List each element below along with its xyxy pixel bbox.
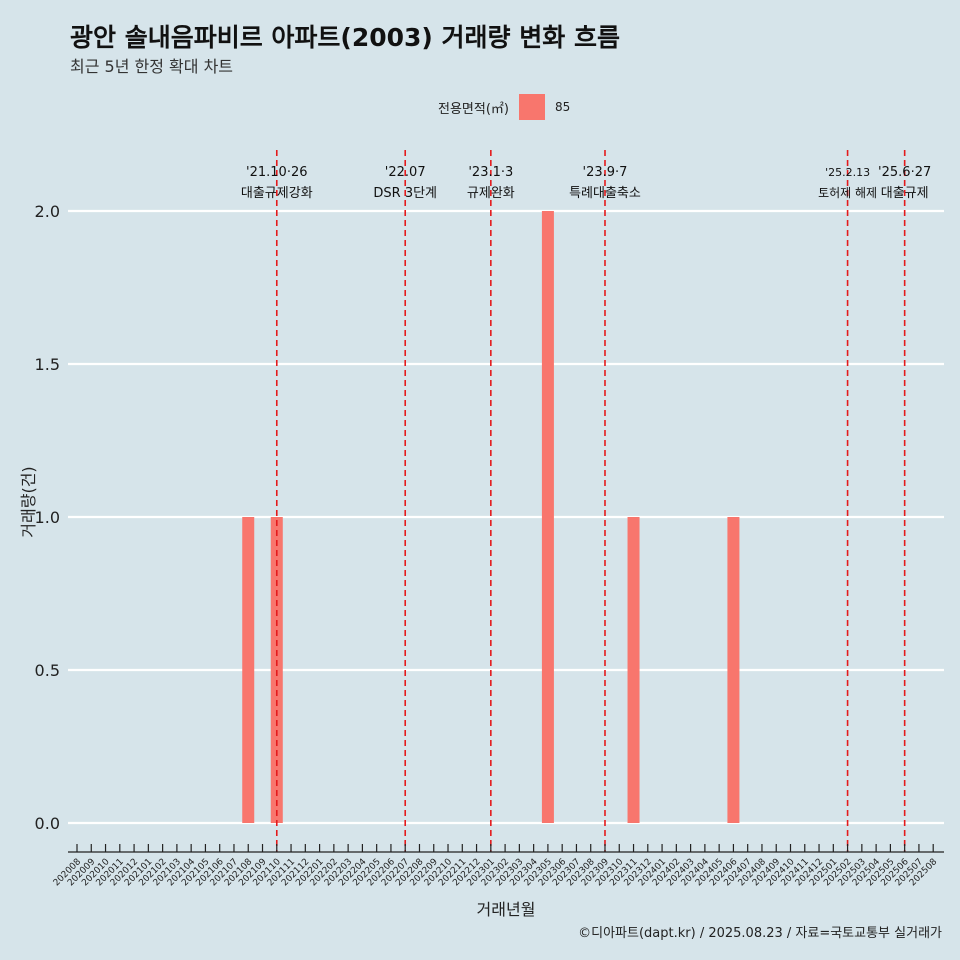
annotation-date: '22.07 [385,165,426,180]
bar-202311 [627,517,640,823]
annotation-date: '25.6·27 [878,165,931,180]
source-caption: ©디아파트(dapt.kr) / 2025.08.23 / 자료=국토교통부 실… [578,926,942,941]
x-axis-label: 거래년월 [477,900,536,919]
x-axis: 2020082020092020102020112020122021012021… [52,844,944,888]
legend-swatch-85 [518,94,545,120]
legend: 전용면적(㎡) 85 [438,94,570,120]
bars [242,211,740,823]
gridlines [68,209,944,825]
chart-title: 광안 솔내음파비르 아파트(2003) 거래량 변화 흐름 [70,23,620,52]
legend-label-85: 85 [554,100,571,114]
annotation-label: 토허제 해제 [818,186,877,200]
annotation-date: '23.1·3 [468,165,513,180]
annotation-lines [275,150,906,852]
annotation-date: '23.9·7 [583,165,628,180]
annotation-label: 대출규제 [881,186,929,201]
y-axis-ticks: 0.0 0.5 1.0 1.5 2.0 [35,202,60,833]
annotation-label: 대출규제강화 [241,186,313,201]
y-tick-label: 1.0 [35,508,60,527]
annotation-labels: '21.10·26 대출규제강화 '22.07 DSR 3단계 '23.1·3 규제완화 '… [241,165,931,201]
y-tick-label: 2.0 [35,202,60,221]
legend-title: 전용면적(㎡) [438,101,509,117]
y-tick-label: 1.5 [35,355,60,374]
annotation-label: 특례대출축소 [569,186,641,201]
annotation-date: '21.10·26 [246,165,307,180]
annotation-label: DSR 3단계 [373,186,437,201]
bar-202406 [727,517,740,823]
bar-202305 [541,211,554,823]
annotation-label: 규제완화 [467,186,515,201]
y-tick-label: 0.0 [35,814,60,833]
y-tick-label: 0.5 [35,661,60,680]
chart-subtitle: 최근 5년 한정 확대 차트 [70,57,234,76]
bar-202108 [242,517,255,823]
annotation-date: '25.2.13 [825,166,870,179]
y-axis-label: 거래량(건) [19,466,38,537]
